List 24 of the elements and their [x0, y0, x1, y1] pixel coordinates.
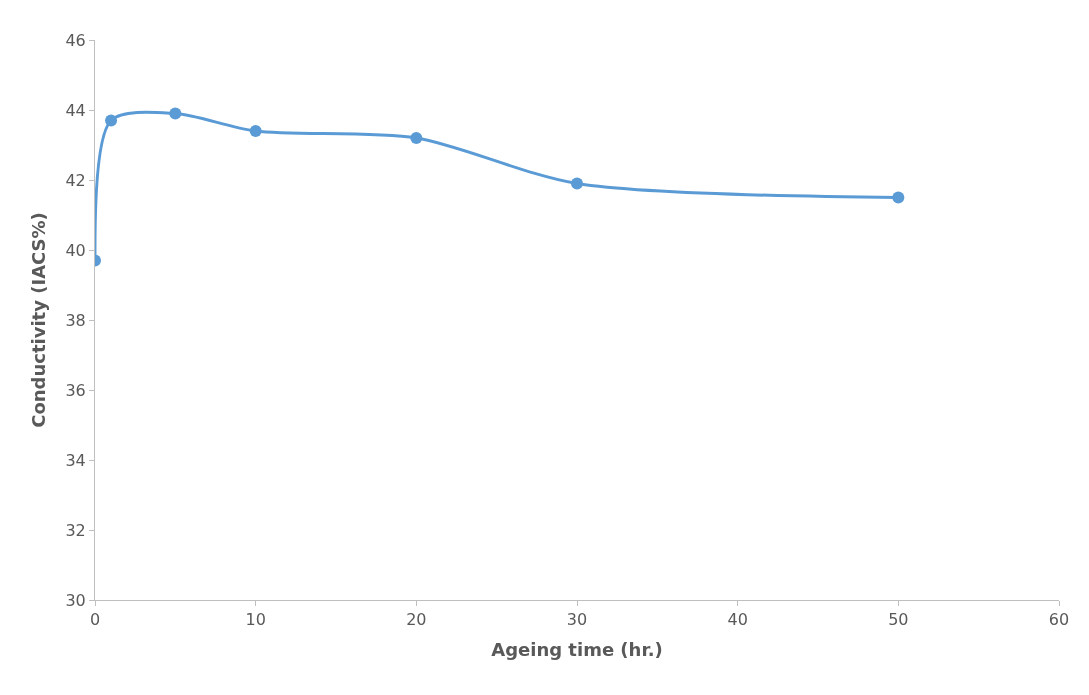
y-tick-label: 44: [65, 100, 86, 120]
x-tick-label: 40: [727, 610, 748, 630]
y-tick-label: 36: [65, 380, 86, 400]
point: [169, 107, 182, 120]
x-tick-label: 0: [89, 610, 101, 630]
x-tick-label: 30: [566, 610, 588, 630]
x-tick-label: 50: [888, 610, 909, 630]
y-axis-title: Conductivity (IACS%): [27, 212, 49, 428]
x-tick-label: 20: [406, 610, 427, 630]
y-tick-label: 34: [65, 450, 86, 470]
y-tick-label: 32: [65, 520, 86, 540]
y-tick-label: 38: [65, 310, 86, 330]
x-tick-label: 60: [1048, 610, 1070, 630]
point: [249, 125, 262, 137]
y-tick-label: 46: [65, 30, 86, 50]
y-tick-label: 40: [65, 240, 86, 260]
point: [410, 132, 423, 144]
x-tick-label: 10: [245, 610, 266, 630]
y-tick-label: 42: [65, 170, 86, 190]
point: [105, 114, 118, 127]
point: [892, 191, 905, 204]
x-axis-title: Ageing time (hr.): [491, 639, 663, 661]
point: [571, 177, 583, 190]
y-tick-label: 30: [65, 590, 86, 610]
